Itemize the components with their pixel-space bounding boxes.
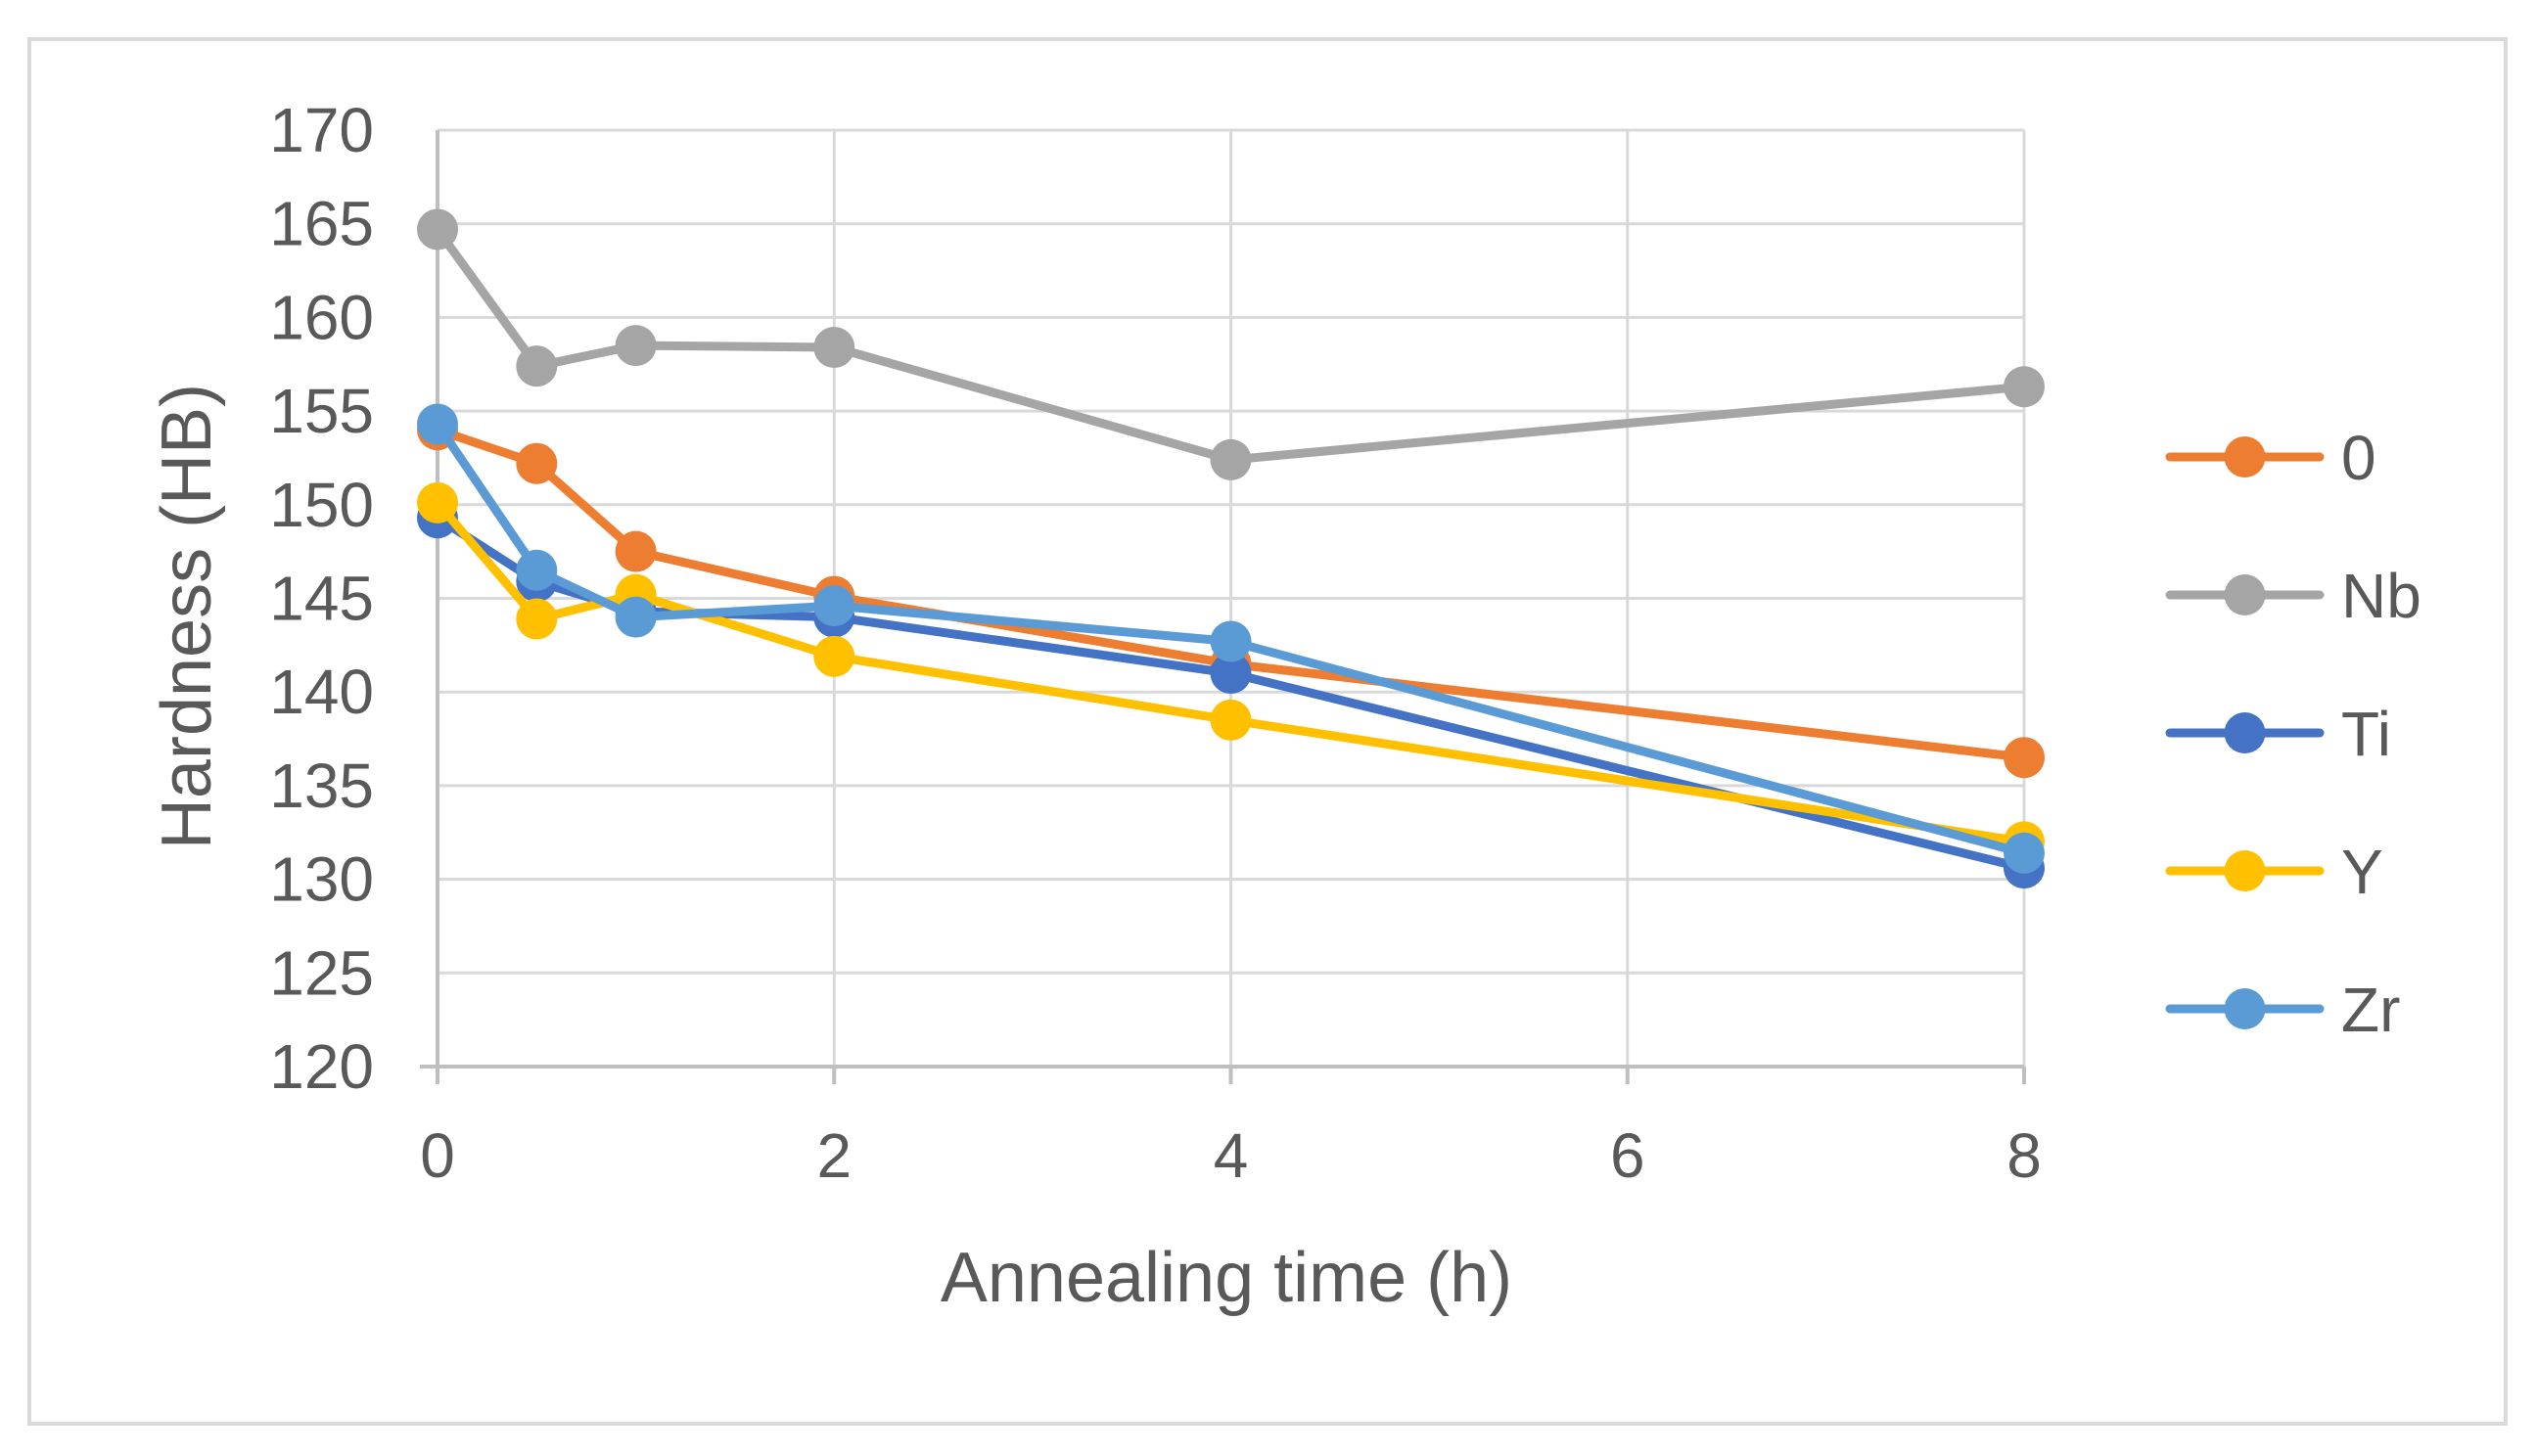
y-tick-label: 130 [269,844,374,915]
legend-label: 0 [2341,423,2376,493]
data-point [1210,653,1252,695]
tick-labels: 120 125 130 135 140 145 150 155 160 165 170 0 2 4 6 8 [269,95,2042,1191]
x-tick-label: 8 [2006,1120,2042,1191]
y-tick-label: 120 [269,1031,374,1102]
data-point [1210,699,1252,741]
y-axis-title: Hardness (HB) [148,384,226,849]
x-tick-label: 4 [1214,1120,1249,1191]
data-point [516,345,558,387]
data-point [615,325,657,367]
y-tick-label: 135 [269,751,374,821]
y-tick-label: 145 [269,564,374,634]
data-point [516,442,558,484]
y-tick-label: 170 [269,95,374,165]
data-point [417,481,458,523]
legend-label: Ti [2341,699,2391,769]
data-point [813,585,855,627]
y-tick-label: 140 [269,657,374,727]
legend-label: Nb [2341,561,2421,631]
y-tick-label: 160 [269,282,374,352]
data-point [813,635,855,677]
series-nb [417,208,2045,480]
series-line [433,498,2029,846]
legend-item: Ti [2165,699,2391,769]
data-point [516,549,558,591]
series-line [433,224,2029,465]
y-tick-label: 155 [269,376,374,446]
legend-swatch-marker [2224,988,2266,1029]
series-zr [417,403,2045,874]
legend-label: Y [2341,837,2383,907]
data-point [615,530,657,572]
data-point [1210,438,1252,480]
data-point [813,327,855,369]
legend-item: Y [2165,837,2383,907]
legend-swatch-marker [2224,574,2266,615]
legend: 0 Nb Ti Y Zr [2165,423,2421,1045]
series-lines [417,208,2045,889]
y-tick-label: 125 [269,937,374,1008]
data-point [417,208,458,250]
data-point [417,403,458,445]
data-point [2004,832,2045,874]
legend-swatch-marker [2224,436,2266,478]
legend-item: Zr [2165,975,2400,1045]
data-point [516,598,558,640]
x-axis-title: Annealing time (h) [941,1239,1512,1317]
data-point [1210,620,1252,662]
legend-item: 0 [2165,423,2376,493]
x-tick-label: 0 [420,1120,455,1191]
legend-item: Nb [2165,561,2421,631]
y-tick-label: 150 [269,470,374,540]
x-tick-label: 6 [1610,1120,1645,1191]
legend-swatch-marker [2224,850,2266,891]
x-tick-label: 2 [816,1120,852,1191]
chart-frame [27,37,2508,1426]
data-point [2004,366,2045,408]
series-line [433,419,2029,858]
data-point [615,596,657,638]
y-tick-label: 165 [269,189,374,259]
data-point [2004,737,2045,779]
legend-label: Zr [2341,975,2400,1045]
axes [420,130,2026,1084]
legend-swatch-marker [2224,712,2266,753]
